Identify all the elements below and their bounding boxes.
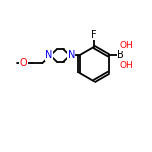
Text: N: N [45,50,53,60]
Text: OH: OH [120,41,133,50]
Text: F: F [91,30,97,40]
Text: O: O [20,58,27,68]
Text: B: B [117,50,124,60]
Text: OH: OH [120,60,133,69]
Text: N: N [68,50,75,60]
